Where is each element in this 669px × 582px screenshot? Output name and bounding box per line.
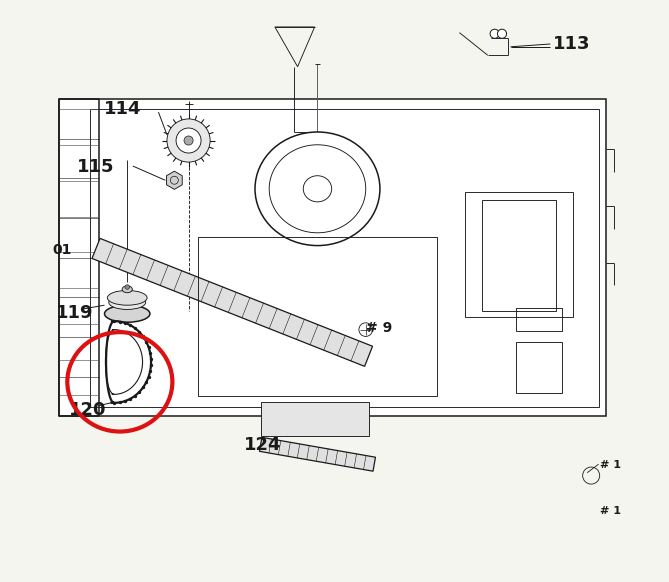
Bar (482, 200, 556, 311)
Circle shape (498, 29, 506, 38)
Bar (465, 191, 573, 317)
Text: # 9: # 9 (367, 321, 393, 335)
Text: 113: 113 (553, 35, 591, 53)
Text: 114: 114 (104, 100, 141, 118)
Text: # 1: # 1 (600, 460, 622, 470)
Text: # 1: # 1 (600, 506, 622, 516)
Text: 01: 01 (52, 243, 72, 257)
Text: 120: 120 (69, 401, 106, 419)
Polygon shape (92, 239, 373, 366)
Ellipse shape (255, 132, 380, 246)
Ellipse shape (122, 286, 132, 293)
Ellipse shape (107, 290, 147, 305)
Ellipse shape (109, 295, 146, 310)
Circle shape (490, 29, 499, 38)
Bar (516, 308, 562, 331)
Circle shape (167, 119, 210, 162)
Bar (261, 402, 369, 436)
Polygon shape (260, 437, 375, 471)
Circle shape (176, 128, 201, 153)
Bar (516, 342, 562, 393)
Text: 115: 115 (77, 158, 114, 176)
Polygon shape (106, 321, 151, 403)
Text: 124: 124 (244, 436, 281, 455)
Bar (198, 237, 437, 396)
Circle shape (125, 285, 130, 289)
Ellipse shape (303, 176, 332, 202)
Polygon shape (59, 99, 606, 417)
Ellipse shape (104, 305, 150, 322)
Polygon shape (167, 171, 182, 189)
Circle shape (184, 136, 193, 145)
Text: 119: 119 (56, 304, 94, 322)
